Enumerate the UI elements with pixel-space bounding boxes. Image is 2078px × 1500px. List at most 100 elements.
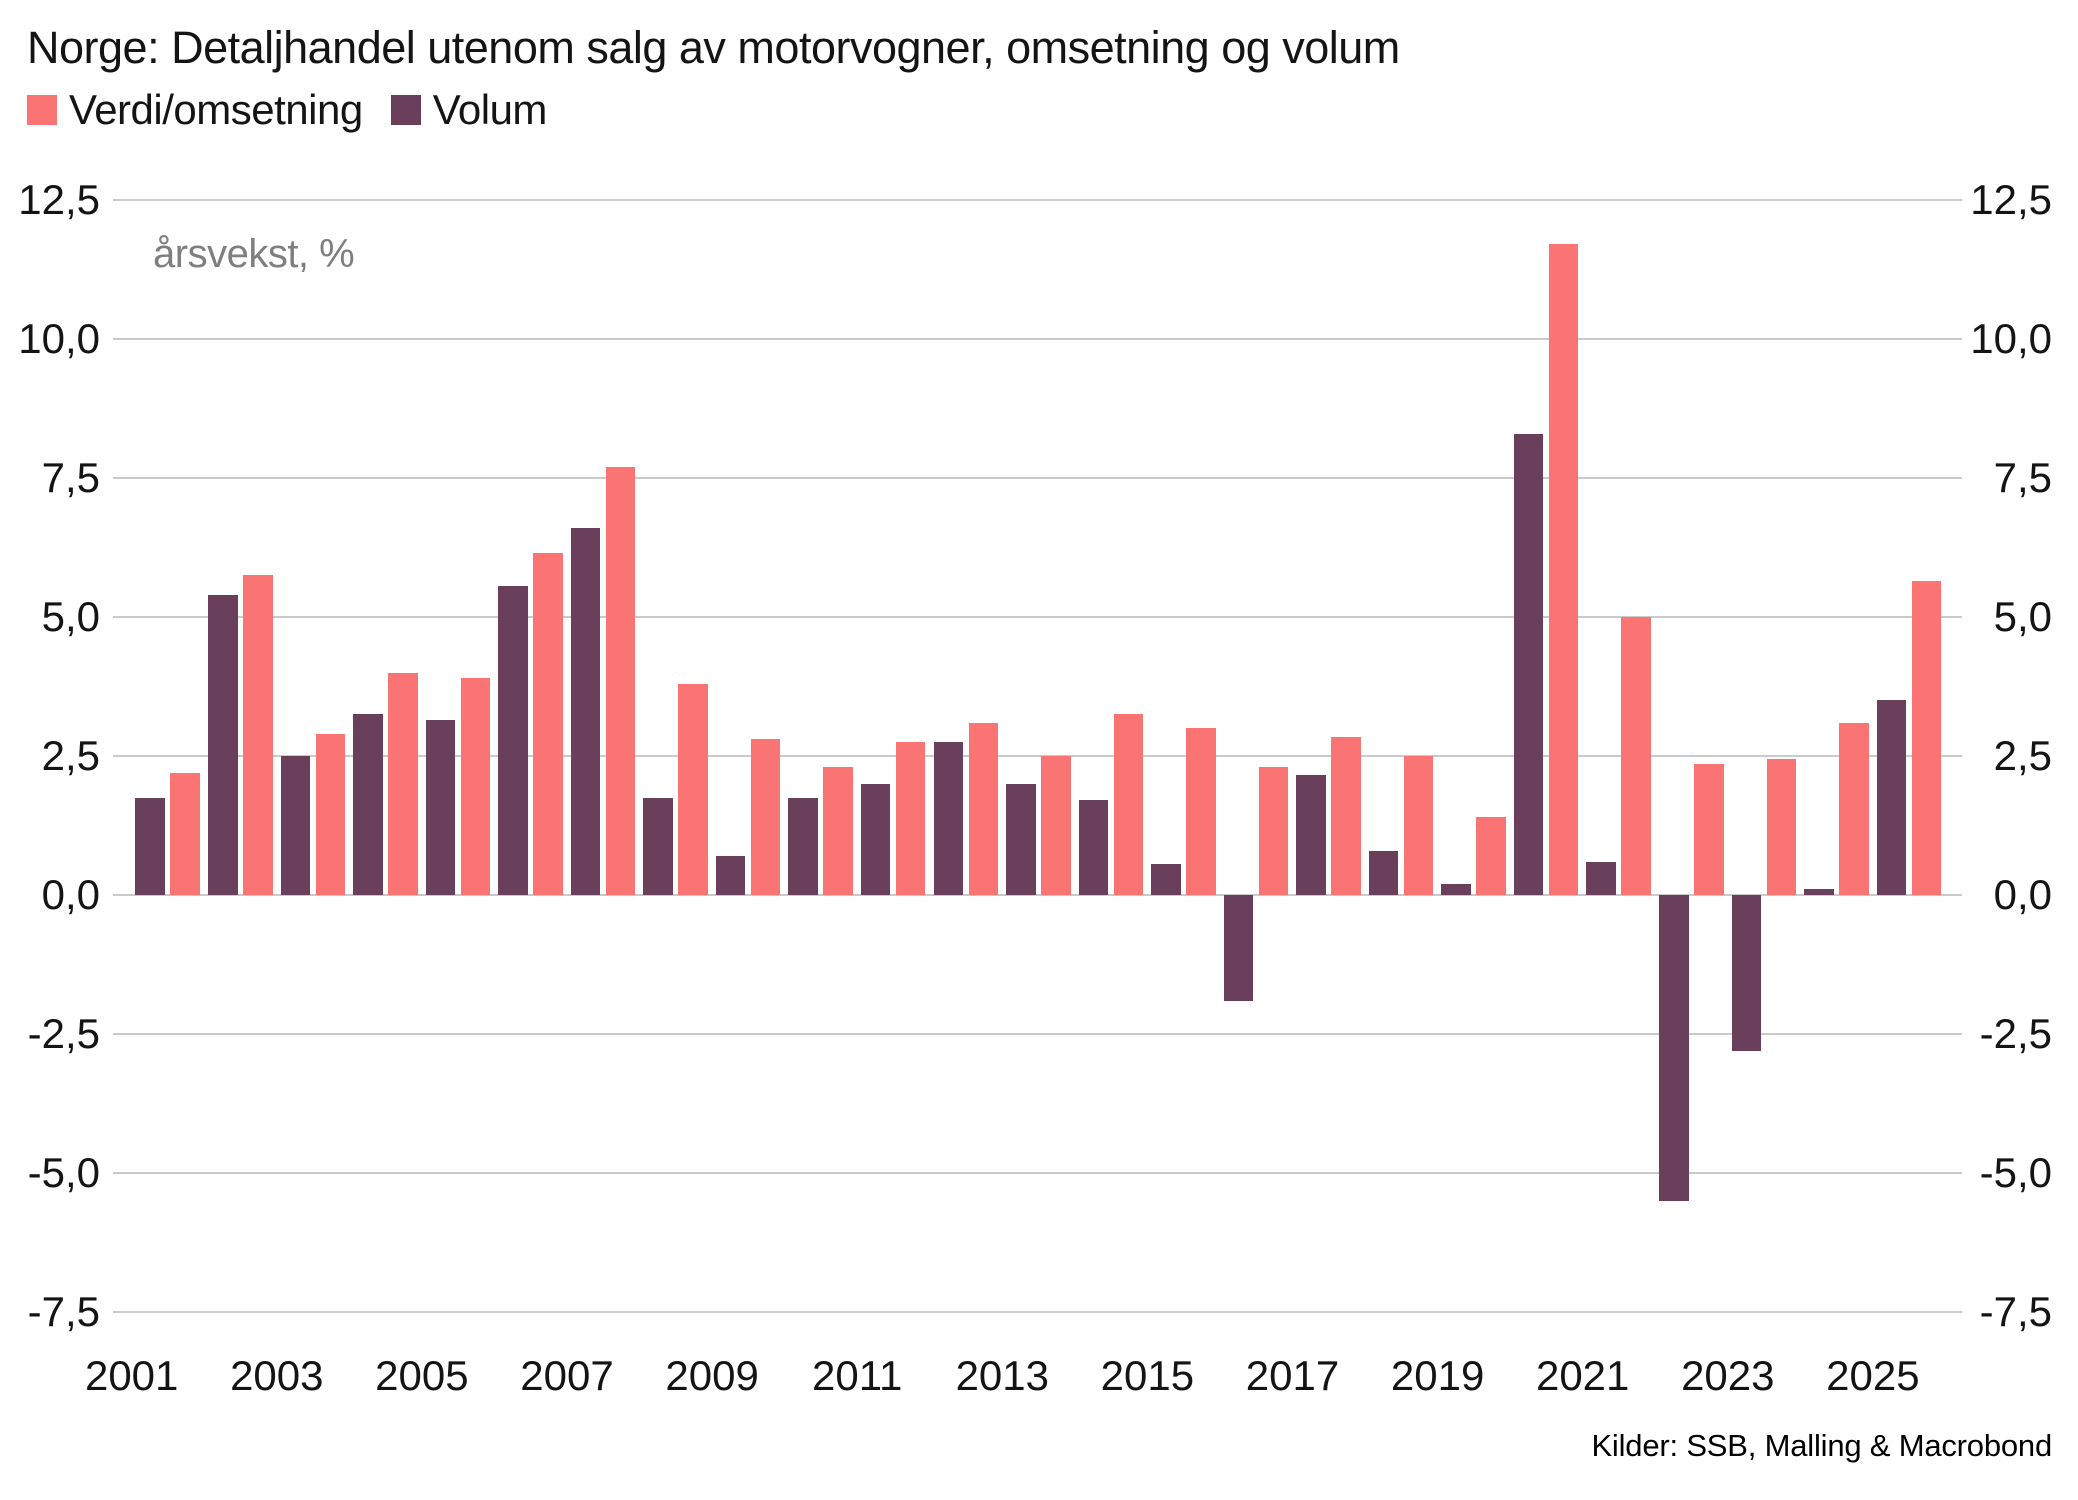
y-axis-tick-right: 5,0 [1993, 593, 2052, 640]
legend: Verdi/omsetning Volum [27, 86, 547, 134]
bar-volum-2013 [1006, 783, 1036, 895]
plot-area [113, 199, 1962, 1313]
bar-volum-2020 [1513, 433, 1544, 895]
bar-verdi-2021 [1621, 617, 1651, 895]
x-axis-tick-2023: 2023 [1681, 1352, 1775, 1399]
bar-volum-2009 [715, 856, 746, 895]
legend-swatch-volum-icon [390, 95, 421, 125]
bar-volum-2025 [1876, 700, 1907, 895]
y-axis-tick-left: 0,0 [41, 871, 100, 918]
y-axis-tick-right: 10,0 [1970, 315, 2052, 362]
y-axis-tick-left: 7,5 [41, 454, 100, 501]
bar-volum-2010 [788, 797, 818, 895]
y-axis-tick-right: 7,5 [1993, 454, 2052, 501]
y-axis-tick-left: 2,5 [41, 732, 100, 779]
bar-volum-2007 [570, 528, 601, 895]
gridline-7,5 [113, 477, 1962, 479]
bar-verdi-2014 [1113, 714, 1144, 895]
bar-verdi-2011 [895, 742, 926, 895]
bar-verdi-2013 [1041, 756, 1071, 895]
bar-volum-2011 [860, 783, 891, 895]
bar-verdi-2006 [533, 553, 563, 895]
bar-verdi-2020 [1548, 244, 1579, 895]
bar-verdi-2019 [1476, 817, 1506, 895]
bar-volum-2024 [1804, 889, 1834, 895]
bar-verdi-2024 [1839, 722, 1869, 895]
x-axis-tick-2003: 2003 [230, 1352, 324, 1399]
y-axis-tick-left: -2,5 [27, 1010, 100, 1057]
bar-verdi-2001 [170, 772, 200, 895]
gridline--5,0 [113, 1172, 1962, 1174]
bar-verdi-2017 [1331, 736, 1361, 895]
x-axis-tick-2015: 2015 [1100, 1352, 1195, 1399]
legend-swatch-verdi-icon [27, 95, 57, 125]
gridline-5,0 [113, 616, 1962, 618]
gridline--7,5 [113, 1311, 1962, 1313]
bar-volum-2019 [1441, 883, 1471, 895]
bar-volum-2002 [208, 594, 238, 895]
gridline--2,5 [113, 1033, 1962, 1035]
bar-verdi-2018 [1403, 756, 1434, 895]
bar-verdi-2022 [1694, 764, 1724, 895]
bar-verdi-2015 [1186, 728, 1216, 895]
x-axis-tick-2019: 2019 [1390, 1352, 1485, 1399]
bar-verdi-2002 [243, 575, 273, 895]
bar-verdi-2009 [750, 739, 781, 895]
y-axis-tick-right: 2,5 [1993, 732, 2052, 779]
legend-label-verdi: Verdi/omsetning [69, 86, 363, 133]
bar-volum-2008 [643, 797, 673, 895]
legend-label-volum: Volum [432, 86, 548, 133]
source-credit: Kilder: SSB, Malling & Macrobond [1591, 1428, 2052, 1463]
y-axis-tick-right: 12,5 [1970, 176, 2052, 223]
bar-volum-2017 [1296, 775, 1326, 895]
gridline-2,5 [113, 755, 1962, 757]
bar-volum-2003 [280, 756, 311, 895]
x-axis-tick-2021: 2021 [1535, 1352, 1630, 1399]
bar-volum-2005 [425, 719, 456, 895]
x-axis-tick-2025: 2025 [1826, 1352, 1920, 1399]
y-axis-tick-left: 12,5 [18, 176, 100, 223]
bar-volum-2022 [1659, 895, 1689, 1201]
bar-volum-2023 [1731, 895, 1762, 1051]
y-axis-tick-right: 0,0 [1993, 871, 2052, 918]
y-axis-tick-right: -2,5 [1979, 1010, 2052, 1057]
x-axis-tick-2017: 2017 [1245, 1352, 1340, 1399]
x-axis-tick-2001: 2001 [84, 1352, 179, 1399]
y-axis-tick-left: -5,0 [27, 1149, 100, 1196]
axis-unit-annotation: årsvekst, % [153, 232, 355, 276]
x-axis-tick-2005: 2005 [375, 1352, 469, 1399]
legend-item-verdi: Verdi/omsetning [27, 86, 363, 134]
y-axis-tick-right: -5,0 [1979, 1149, 2052, 1196]
y-axis-tick-right: -7,5 [1979, 1288, 2052, 1335]
bar-volum-2014 [1078, 800, 1109, 895]
bar-verdi-2008 [678, 683, 708, 895]
bar-volum-2004 [353, 714, 383, 895]
gridline-12,5 [113, 199, 1962, 201]
bar-volum-2021 [1586, 861, 1616, 895]
bar-verdi-2012 [968, 722, 998, 895]
bar-verdi-2003 [315, 733, 346, 895]
bar-verdi-2023 [1766, 758, 1797, 895]
y-axis-tick-left: -7,5 [27, 1288, 100, 1335]
bar-volum-2016 [1223, 895, 1254, 1001]
gridline-0,0 [113, 894, 1962, 896]
bar-verdi-2004 [388, 672, 418, 895]
bar-volum-2018 [1368, 850, 1399, 895]
bar-volum-2012 [933, 742, 963, 895]
bar-verdi-2010 [823, 767, 853, 895]
y-axis-tick-left: 10,0 [18, 315, 100, 362]
bar-volum-2001 [135, 797, 165, 895]
chart-title: Norge: Detaljhandel utenom salg av motor… [27, 22, 1400, 73]
x-axis-tick-2009: 2009 [665, 1352, 759, 1399]
gridline-10,0 [113, 338, 1962, 340]
x-axis-tick-2013: 2013 [955, 1352, 1050, 1399]
bar-volum-2015 [1151, 864, 1181, 895]
y-axis-tick-left: 5,0 [41, 593, 100, 640]
x-axis-tick-2011: 2011 [812, 1352, 903, 1399]
x-axis-tick-2007: 2007 [520, 1352, 614, 1399]
bar-verdi-2007 [605, 466, 636, 895]
bar-verdi-2016 [1258, 767, 1289, 895]
bar-volum-2006 [498, 586, 528, 895]
legend-item-volum: Volum [390, 86, 548, 134]
